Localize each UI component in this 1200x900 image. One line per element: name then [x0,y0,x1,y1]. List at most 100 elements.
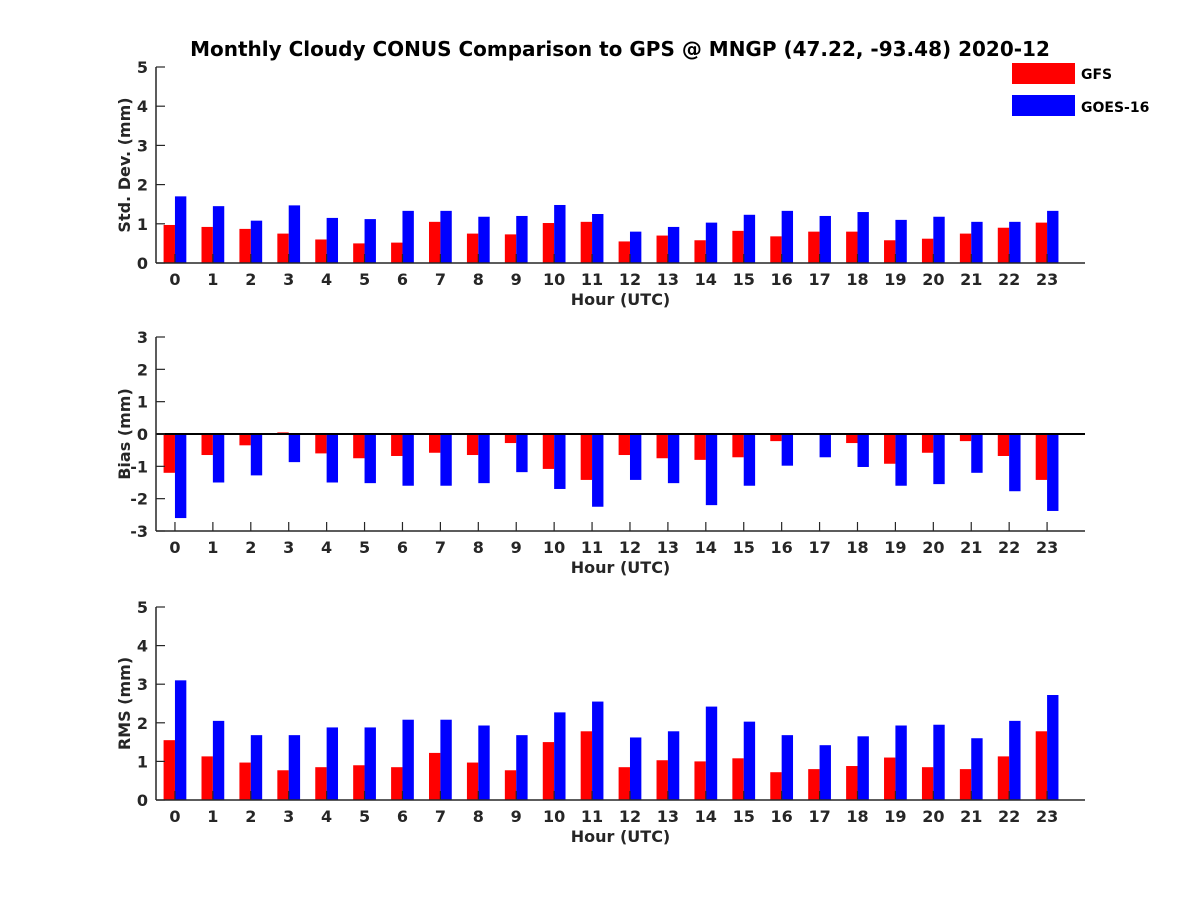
bias-bar-gfs [201,434,213,456]
std-dev-x-tick-label: 13 [657,270,679,289]
bias-x-tick-label: 20 [922,538,944,557]
bias-x-tick-label: 18 [846,538,868,557]
rms-y-tick-label: 4 [137,637,148,656]
bias-bar-goes16 [440,434,452,486]
bias-bar-gfs [770,434,782,442]
rms-x-tick-label: 12 [619,807,641,826]
std-dev-y-tick-label: 1 [137,215,148,234]
bias-bar-gfs [694,434,706,460]
std-dev-x-tick-label: 19 [884,270,906,289]
std-dev-x-tick-label: 16 [771,270,793,289]
rms-bar-goes16 [516,735,528,800]
rms-bar-gfs [808,769,820,800]
std-dev-bar-gfs [353,243,365,263]
std-dev-x-tick-label: 20 [922,270,944,289]
std-dev-x-tick-label: 18 [846,270,868,289]
std-dev-x-tick-label: 7 [435,270,446,289]
bias-bar-gfs [1035,434,1048,480]
std-dev-x-tick-label: 2 [245,270,256,289]
std-dev-x-tick-label: 9 [511,270,522,289]
std-dev-bar-gfs [921,238,934,263]
bias-bar-goes16 [819,434,831,458]
legend-label-goes16: GOES-16 [1081,100,1149,116]
rms-bar-gfs [732,758,744,800]
bias-x-tick-label: 22 [998,538,1020,557]
rms-bar-goes16 [1009,720,1021,800]
rms-bar-goes16 [933,724,945,800]
bias-bar-goes16 [326,434,339,483]
std-dev-x-tick-label: 12 [619,270,641,289]
std-dev-bar-gfs [959,233,972,263]
std-dev-y-tick-label: 0 [137,254,148,273]
std-dev-bar-gfs [770,236,782,263]
legend: GFS GOES-16 [1012,63,1149,116]
rms-bar-gfs [504,770,517,800]
rms-x-tick-label: 8 [473,807,484,826]
rms-bar-goes16 [971,738,983,800]
rms-y-tick-label: 1 [137,752,148,771]
bias-bar-goes16 [895,434,907,486]
std-dev-x-tick-label: 5 [359,270,370,289]
bias-y-tick-label: -1 [130,457,148,476]
rms-bar-gfs [466,762,479,800]
std-dev-y-tick-label: 3 [137,136,148,155]
std-dev-x-tick-label: 0 [169,270,180,289]
bias-x-tick-label: 12 [619,538,641,557]
std-dev-bar-goes16 [933,216,945,263]
chart-title: Monthly Cloudy CONUS Comparison to GPS @… [190,37,1050,61]
rms-bar-gfs [353,765,365,800]
bias-bar-gfs [542,434,555,469]
bias-bar-goes16 [705,434,718,506]
std-dev-bar-gfs [846,231,858,263]
std-dev-bar-gfs [997,227,1010,263]
std-dev-bar-goes16 [781,210,794,263]
std-dev-x-tick-label: 10 [543,270,565,289]
rms-bar-gfs [618,767,630,800]
rms-bar-gfs [201,756,213,800]
rms-bar-gfs [391,767,403,800]
bias-x-tick-label: 17 [808,538,830,557]
bias-bar-goes16 [667,434,680,484]
rms-x-tick-label: 9 [511,807,522,826]
std-dev-bar-goes16 [554,204,566,263]
rms-bar-goes16 [1047,695,1059,800]
bias-y-tick-label: 1 [137,393,148,412]
std-dev-y-axis-label: Std. Dev. (mm) [115,97,134,232]
std-dev-x-tick-label: 8 [473,270,484,289]
std-dev-bar-gfs [694,240,706,263]
std-dev-x-tick-label: 6 [397,270,408,289]
std-dev-bar-gfs [277,233,289,263]
rms-x-tick-label: 10 [543,807,565,826]
rms-x-tick-label: 15 [733,807,755,826]
bias-bar-gfs [353,434,365,459]
bias-x-tick-label: 23 [1036,538,1058,557]
std-dev-bar-goes16 [174,196,187,263]
rms-x-tick-label: 19 [884,807,906,826]
rms-y-axis-label: RMS (mm) [115,657,134,750]
bias-bar-goes16 [592,434,604,507]
bias-x-axis-label: Hour (UTC) [571,558,671,577]
bias-x-tick-label: 4 [321,538,332,557]
rms-bar-goes16 [174,680,187,800]
std-dev-bar-gfs [466,233,479,263]
rms-bar-goes16 [592,701,604,800]
std-dev-bar-gfs [884,240,896,263]
std-dev-x-tick-label: 21 [960,270,982,289]
bias-x-tick-label: 10 [543,538,565,557]
std-dev-bar-gfs [618,241,630,263]
rms-bar-gfs [429,752,441,800]
std-dev-bar-goes16 [857,212,869,263]
bias-bar-goes16 [933,434,945,485]
bias-y-tick-label: -2 [130,490,148,509]
std-dev-bar-goes16 [629,231,642,263]
bias-x-tick-label: 0 [169,538,180,557]
rms-bar-gfs [239,762,251,800]
bias-x-tick-label: 1 [207,538,218,557]
rms-bar-goes16 [478,725,490,800]
rms-x-tick-label: 11 [581,807,603,826]
rms-bar-gfs [997,756,1010,800]
std-dev-bar-gfs [504,234,517,263]
